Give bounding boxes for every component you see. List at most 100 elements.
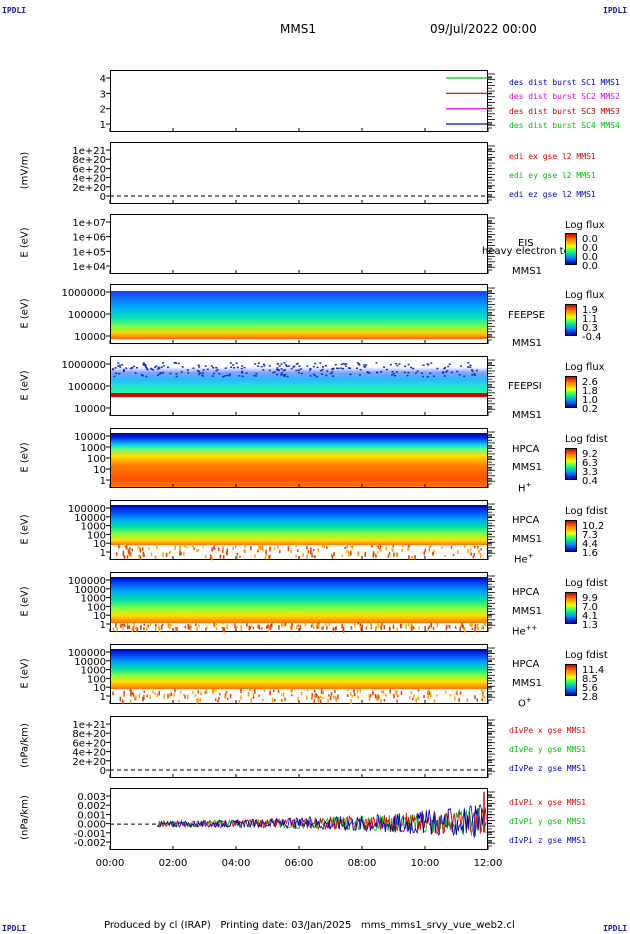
feepsi-dot <box>276 373 279 376</box>
feepsi-dot <box>122 369 125 372</box>
feepsi-dot <box>436 367 439 370</box>
legend-divpi-x: dIvPi x gse MMS1 <box>509 798 587 807</box>
hpca-speckle <box>309 551 312 555</box>
hpca-speckle <box>379 624 382 630</box>
hpca-speckle <box>359 688 362 694</box>
feepsi-dot <box>162 362 165 364</box>
ylabel-hpca-o: E (eV) <box>19 658 31 689</box>
hpca-speckle <box>204 691 207 694</box>
hpca-speckle <box>149 622 152 626</box>
hpca-speckle <box>368 694 370 698</box>
feepsi-dot <box>334 364 337 366</box>
panel-eis <box>110 214 488 274</box>
feepsi-dot <box>268 369 271 372</box>
hpca-speckle <box>290 626 293 630</box>
feepsi-dot <box>145 375 148 378</box>
ytick-label: 10000 <box>74 585 106 596</box>
hpca-speckle <box>205 627 207 631</box>
feepsi-dot <box>129 367 132 370</box>
feepsi-dot <box>340 363 343 366</box>
ytick-label: 1 <box>100 120 106 131</box>
feepsi-dot <box>224 367 227 369</box>
hpca-speckle <box>396 627 398 632</box>
hpca-speckle <box>287 546 290 552</box>
hpca-speckle <box>310 547 312 552</box>
hpca-speckle <box>280 699 283 702</box>
feepsi-dot <box>112 368 115 370</box>
feepsi-dot <box>447 365 450 368</box>
hpca-speckle <box>186 694 189 700</box>
hpca-speckle <box>219 554 222 559</box>
feepsi-dot <box>296 362 299 365</box>
legend-divpe-y: dIvPe y gse MMS1 <box>509 745 587 754</box>
hpca-speckle <box>283 622 285 628</box>
hpca-speckle <box>444 555 447 558</box>
feepsi-dot <box>320 373 323 375</box>
feepsi-dot <box>349 373 352 376</box>
colorbar-feepse <box>565 304 577 336</box>
hpca-speckle <box>224 695 226 699</box>
hpca-speckle <box>333 551 335 557</box>
hpca-speckle <box>192 544 194 549</box>
feepsi-dot <box>118 373 121 375</box>
feepsi-dot <box>174 362 177 364</box>
hpca-speckle <box>289 625 292 629</box>
colorbar-hpca-hepp <box>565 592 577 624</box>
hpca-speckle <box>122 699 124 705</box>
feepsi-dot <box>283 362 286 364</box>
feepsi-dot <box>332 375 335 378</box>
hpca-speckle <box>174 626 177 631</box>
feepsi-dot <box>118 364 121 367</box>
feepsi-dot <box>460 365 463 367</box>
overlay-eis: heavy electron to <box>482 246 570 257</box>
ytick-label: 10000 <box>74 657 106 668</box>
hpca-speckle <box>143 553 145 558</box>
hpca-speckle <box>222 622 224 625</box>
colorbar-hpca-o <box>565 664 577 696</box>
hpca-speckle <box>291 688 294 692</box>
ylabel-edi: (mV/m) <box>19 151 31 190</box>
hpca-speckle <box>328 694 330 697</box>
hpca-speckle <box>266 625 268 629</box>
ytick-label: 10000 <box>74 513 106 524</box>
feepsi-dot <box>471 370 474 373</box>
hpca-speckle <box>244 544 246 548</box>
hpca-speckle <box>129 699 132 704</box>
panel-hpca-h <box>110 428 488 488</box>
ytick-label: 6e+20 <box>72 164 106 175</box>
hpca-speckle <box>214 547 216 551</box>
hpca-speckle <box>257 624 259 629</box>
feepsi-dot <box>277 369 280 372</box>
hpca-speckle <box>483 696 486 699</box>
panel-hpca-hepp <box>110 572 488 632</box>
hpca-speckle <box>136 627 139 632</box>
hpca-speckle <box>196 698 198 704</box>
feepsi-dot <box>245 372 248 374</box>
feepsi-dot <box>197 373 200 376</box>
feepsi-dot <box>403 371 406 374</box>
cbar-v2-hpca-he: 7.3 <box>582 530 598 541</box>
hpca-speckle <box>194 694 197 697</box>
hpca-speckle <box>383 699 386 702</box>
legend-edi-x: edi ex gse l2 MMS1 <box>509 152 596 161</box>
hpca-speckle <box>326 625 328 630</box>
ytick-label: 1000 <box>81 594 106 605</box>
legend-sc4: des dist burst SC4 MMS4 <box>509 121 620 130</box>
feepsi-dot <box>150 368 153 370</box>
hpca-speckle <box>477 545 479 549</box>
hpca-speckle <box>205 554 207 559</box>
species-name: O <box>518 698 526 710</box>
feepsi-dot <box>210 365 213 367</box>
hpca-speckle <box>423 695 425 699</box>
hpca-speckle <box>234 624 236 629</box>
panel-divpe <box>110 716 488 778</box>
hpca-speckle <box>407 623 410 627</box>
feepsi-dot <box>326 370 329 372</box>
hpca-speckle <box>296 549 299 552</box>
hpca-speckle <box>155 623 157 628</box>
cbar-v4-hpca-he: 1.6 <box>582 548 598 559</box>
hpca-speckle <box>170 623 172 627</box>
feepsi-dot <box>391 374 394 376</box>
feepsi-dot <box>159 372 162 374</box>
hpca-speckle <box>218 547 220 551</box>
